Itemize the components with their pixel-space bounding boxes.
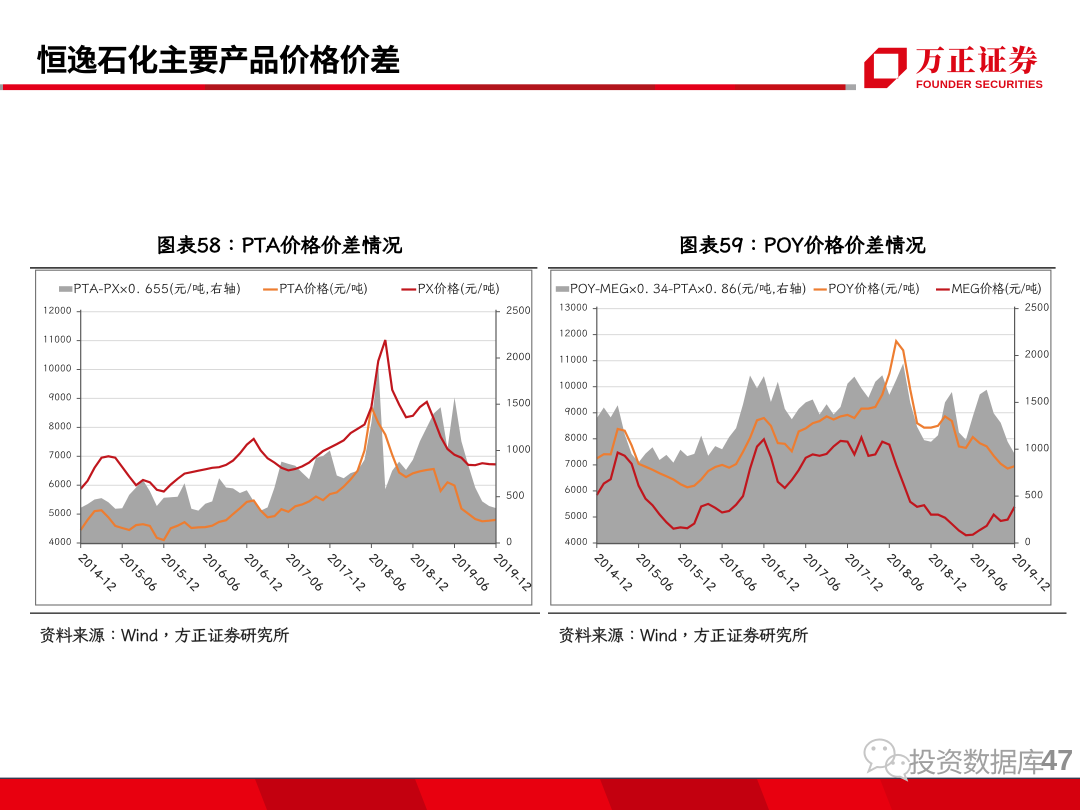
svg-text:47: 47 xyxy=(1041,745,1073,777)
svg-text:FOUNDER SECURITIES: FOUNDER SECURITIES xyxy=(916,79,1043,91)
